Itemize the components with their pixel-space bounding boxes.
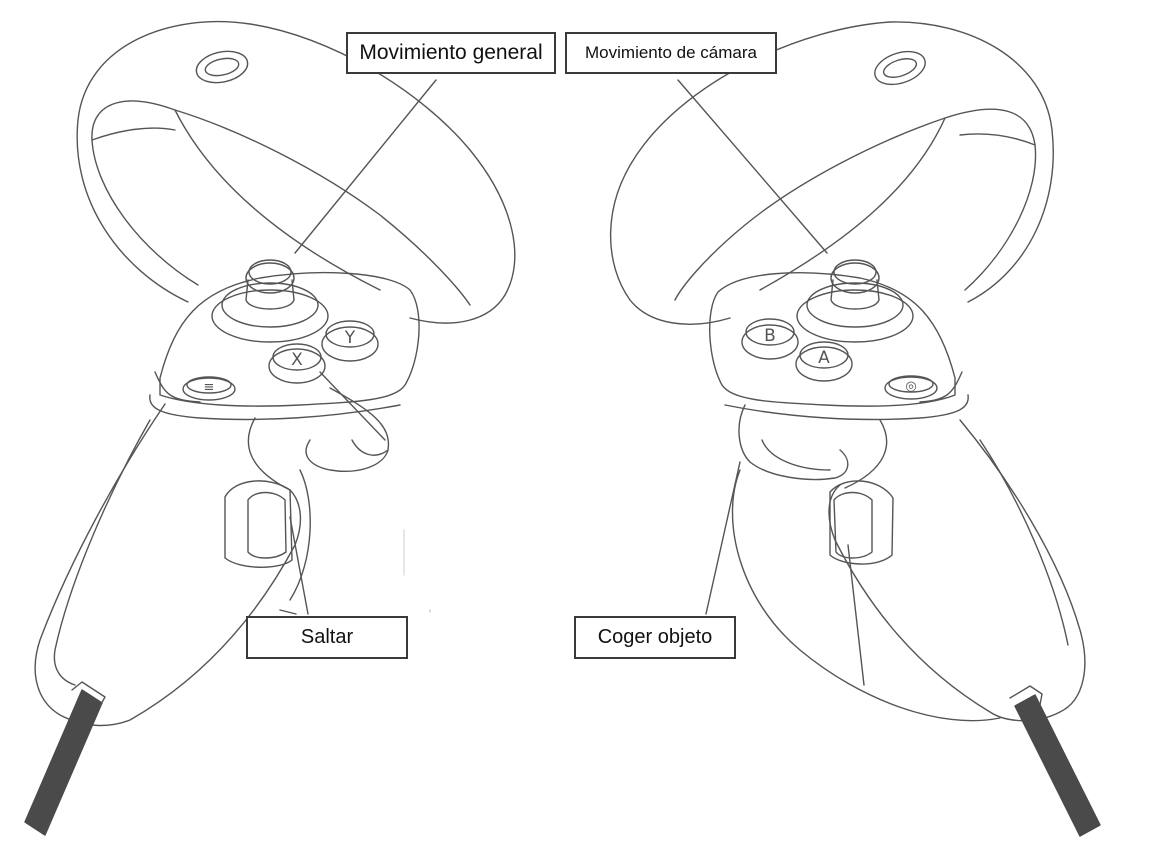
left-joystick xyxy=(211,259,329,343)
right-faceplate xyxy=(709,272,956,407)
left-menu-glyph: ≡ xyxy=(204,380,215,395)
left-button-y-label: Y xyxy=(344,328,356,348)
left-faceplate xyxy=(159,271,420,407)
left-menu-button: ≡ xyxy=(182,376,236,401)
right-button-a-label: A xyxy=(818,348,830,368)
left-button-x: X xyxy=(268,343,326,384)
left-tracking-ring xyxy=(76,20,516,324)
left-button-y: Y xyxy=(321,320,379,362)
right-cable xyxy=(1014,694,1101,837)
left-grip xyxy=(34,403,302,727)
left-cable xyxy=(24,689,103,836)
leader-movimiento-general xyxy=(294,79,437,254)
leader-saltar xyxy=(289,516,309,615)
right-oculus-button: ◎ xyxy=(884,375,938,400)
right-menu-glyph: ◎ xyxy=(905,379,916,394)
label-movimiento-camara: Movimiento de cámara xyxy=(565,32,777,74)
right-trigger xyxy=(738,404,849,481)
right-ring-button xyxy=(874,50,926,86)
right-tracking-ring xyxy=(609,21,1054,325)
right-grip-button xyxy=(829,480,894,565)
leader-coger-objeto xyxy=(705,461,741,615)
right-joystick xyxy=(796,259,914,343)
right-controller: B A ◎ xyxy=(609,21,1101,837)
right-button-b-label: B xyxy=(764,326,776,346)
label-coger-objeto: Coger objeto xyxy=(574,616,736,659)
left-ring-button xyxy=(195,50,249,84)
left-grip-button xyxy=(224,480,293,568)
left-trigger xyxy=(305,387,390,472)
label-movimiento-general: Movimiento general xyxy=(346,32,556,74)
leader-movimiento-camara xyxy=(677,79,828,254)
right-tracking-ring-inner xyxy=(674,108,1037,301)
right-button-a: A xyxy=(795,341,853,382)
left-controller: Y X ≡ xyxy=(24,20,516,836)
right-button-b: B xyxy=(741,318,799,360)
label-saltar: Saltar xyxy=(246,616,408,659)
left-button-x-label: X xyxy=(291,350,303,370)
